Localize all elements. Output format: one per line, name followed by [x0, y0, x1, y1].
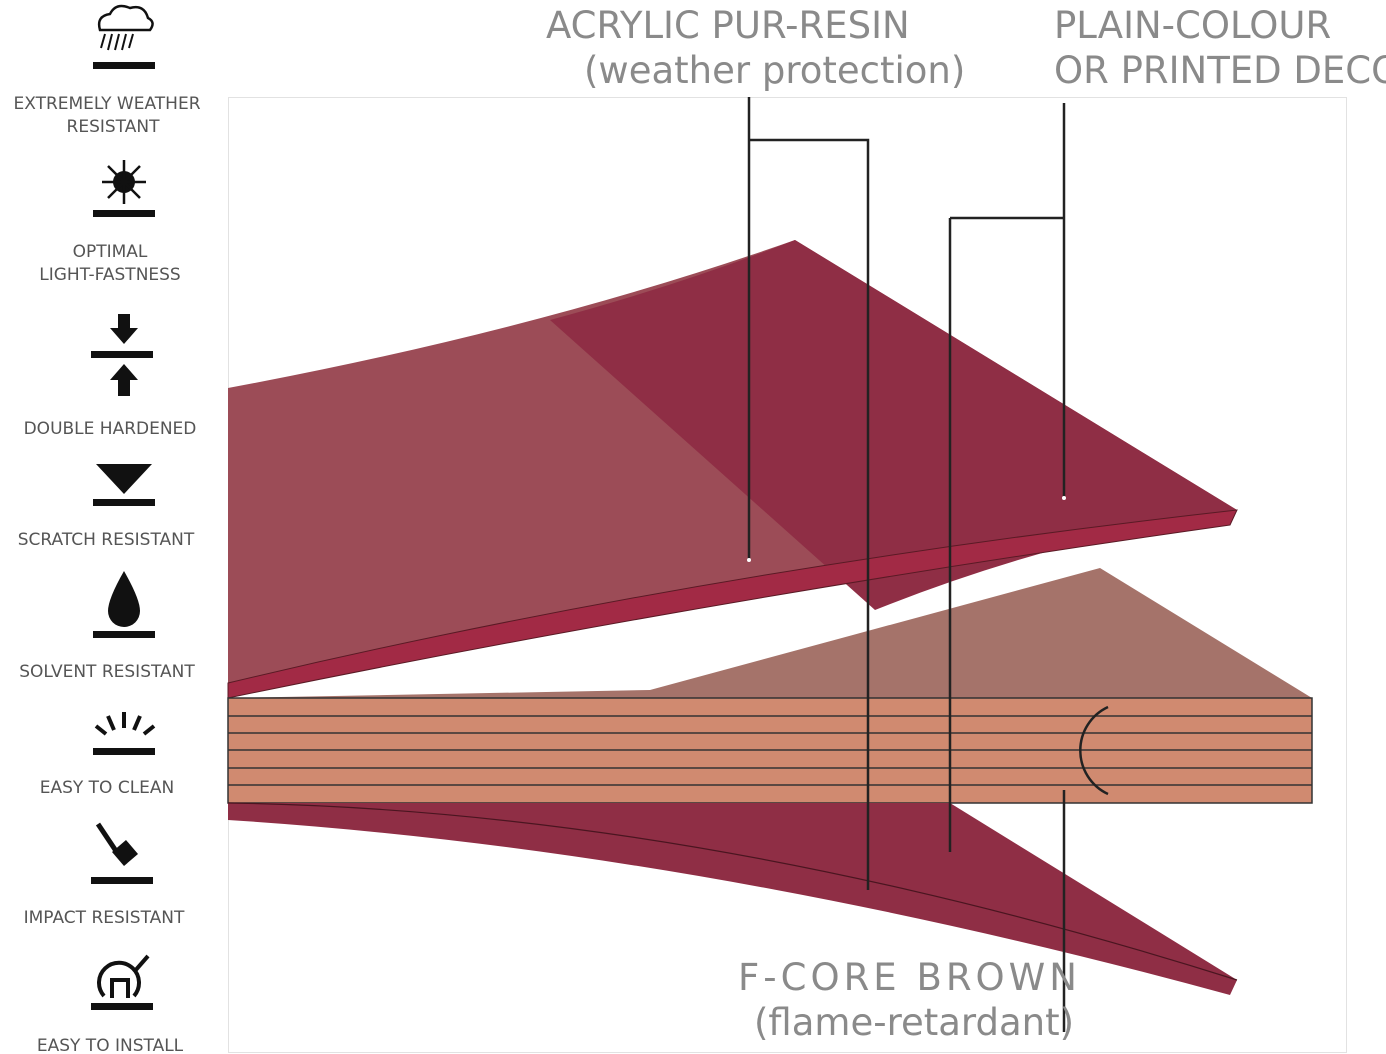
- icon-drop: [93, 571, 155, 638]
- layer-title: F-CORE BROWN: [738, 956, 1081, 999]
- feature-labels: EXTREMELY WEATHER RESISTANT OPTIMAL LIGHT-F…: [13, 94, 200, 1054]
- icon-impact: [91, 822, 153, 884]
- layer-diagram: [227, 240, 1313, 995]
- leader-decor: [948, 103, 1066, 852]
- layer-title: ACRYLIC PUR-RESIN: [546, 4, 910, 47]
- icons: [91, 4, 156, 1010]
- feature-label: SOLVENT RESISTANT: [19, 662, 195, 682]
- leader-core: [1062, 705, 1109, 1032]
- layer-title: PLAIN-COLOUR: [1054, 4, 1331, 47]
- icon-install: [91, 954, 153, 1010]
- core-top: [228, 568, 1312, 698]
- feature-label: IMPACT RESISTANT: [24, 908, 185, 928]
- layer-subtitle: (weather protection): [584, 49, 965, 92]
- feature-label: EASY TO CLEAN: [40, 778, 175, 798]
- feature-label: OPTIMAL: [73, 242, 148, 262]
- bottom-sheet-edge: [227, 802, 1238, 981]
- feature-label: EASY TO INSTALL: [37, 1036, 184, 1054]
- feature-label: DOUBLE HARDENED: [24, 419, 197, 439]
- feature-label: EXTREMELY WEATHER: [13, 94, 200, 114]
- icon-sun: [93, 160, 155, 217]
- leader-ends: [747, 496, 1066, 562]
- top-sheet-shade: [550, 240, 1237, 610]
- layer-subtitle: OR PRINTED DECOR: [1054, 49, 1386, 92]
- feature-label: SCRATCH RESISTANT: [18, 530, 195, 550]
- top-sheet-edge: [227, 509, 1238, 699]
- bottom-sheet: [228, 803, 1237, 995]
- icon-clean: [93, 712, 156, 755]
- icon-hardened: [91, 314, 153, 396]
- feature-label: LIGHT-FASTNESS: [39, 265, 180, 285]
- feature-label: RESISTANT: [67, 117, 161, 137]
- icon-scratch: [93, 464, 155, 506]
- core-plies: [228, 715, 1312, 786]
- leaders: [747, 97, 1109, 1032]
- leader-acrylic: [747, 97, 870, 890]
- layer-subtitle: (flame-retardant): [754, 1001, 1074, 1044]
- icon-weather: [93, 4, 155, 69]
